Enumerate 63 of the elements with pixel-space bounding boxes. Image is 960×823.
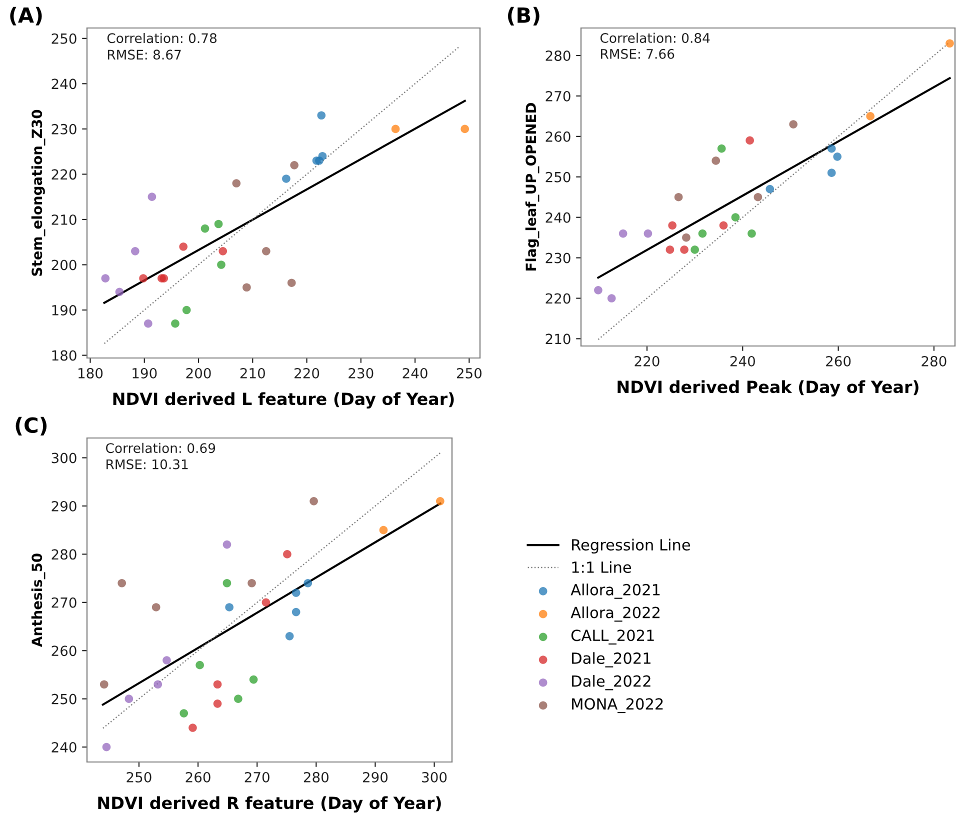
x-axis-title: NDVI derived Peak (Day of Year): [618, 380, 918, 397]
legend-label: Dale_2021: [572, 652, 650, 668]
y-tick-label: 290: [52, 500, 76, 512]
y-tick-label: 190: [52, 304, 76, 316]
x-tick-label: 270: [244, 772, 270, 782]
legend-label: Dale_2022: [572, 675, 650, 690]
annotation: RMSE: 8.67: [108, 50, 181, 60]
x-tick-label: 200: [186, 368, 211, 378]
y-axis-title: Flag_leaf_UP_OPENED: [525, 102, 540, 271]
x-tick-label: 210: [240, 368, 265, 378]
x-tick-label: 290: [362, 772, 388, 782]
y-tick-label: 260: [546, 131, 570, 142]
x-tick-label: 280: [922, 356, 946, 366]
x-tick-label: 190: [132, 368, 157, 378]
x-tick-label: 250: [126, 772, 152, 782]
x-tick-label: 220: [634, 356, 660, 366]
legend-label: CALL_2021: [571, 630, 654, 645]
x-tick-label: 250: [456, 368, 482, 378]
x-tick-label: 260: [826, 356, 851, 366]
y-tick-label: 220: [52, 169, 76, 180]
y-axis-title: Anthesis_50: [31, 554, 46, 648]
legend-label: Regression Line: [572, 538, 690, 554]
chart-title: (C): [16, 416, 47, 436]
y-tick-label: 240: [52, 78, 76, 90]
y-tick-label: 300: [52, 452, 76, 464]
y-tick-label: 210: [546, 334, 570, 344]
x-tick-label: 260: [186, 772, 210, 782]
y-tick-label: 270: [546, 90, 570, 102]
y-tick-label: 220: [546, 293, 570, 304]
y-axis-title: Stem_elongation_Z30: [31, 110, 46, 276]
x-tick-label: 300: [422, 772, 447, 782]
x-tick-label: 280: [304, 772, 328, 782]
y-tick-label: 240: [546, 212, 570, 223]
y-tick-label: 250: [52, 694, 76, 704]
annotation: RMSE: 10.31: [106, 459, 188, 470]
annotation: RMSE: 7.66: [600, 48, 674, 59]
y-tick-label: 280: [52, 549, 76, 560]
x-tick-label: 240: [402, 368, 428, 378]
y-tick-label: 200: [52, 260, 76, 270]
x-tick-label: 240: [730, 356, 755, 366]
annotation: Correlation: 0.78: [107, 32, 217, 44]
x-axis-title: NDVI derived R feature (Day of Year): [98, 796, 441, 813]
chart-title: (A): [10, 6, 42, 26]
y-tick-label: 210: [52, 214, 76, 225]
x-tick-label: 180: [78, 368, 103, 378]
y-tick-label: 260: [52, 646, 76, 656]
legend-label: Allora_2021: [570, 584, 660, 599]
y-tick-label: 250: [546, 172, 570, 182]
y-tick-label: 270: [52, 597, 76, 608]
y-tick-label: 280: [546, 50, 570, 61]
legend-label: 1:1 Line: [572, 561, 632, 574]
annotation: Correlation: 0.69: [106, 442, 216, 454]
legend-label: Allora_2022: [570, 606, 660, 622]
legend-label: MONA_2022: [572, 698, 663, 714]
x-axis-title: NDVI derived L feature (Day of Year): [113, 392, 454, 409]
chart-title: (B): [508, 6, 540, 26]
y-tick-label: 230: [546, 252, 570, 264]
x-tick-label: 220: [294, 368, 320, 378]
annotation: Correlation: 0.84: [600, 32, 710, 43]
y-tick-label: 250: [52, 33, 76, 44]
y-tick-label: 230: [52, 124, 76, 134]
y-tick-label: 240: [52, 742, 76, 753]
x-tick-label: 230: [348, 368, 374, 378]
